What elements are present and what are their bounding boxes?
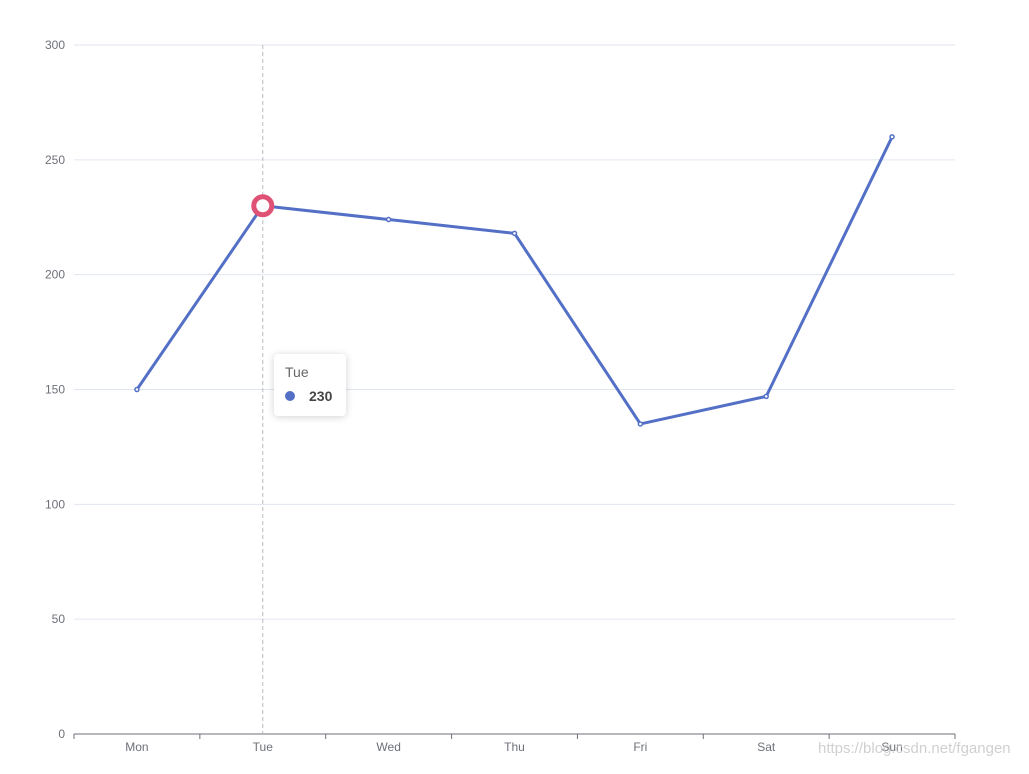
data-point [511,230,518,237]
tooltip: Tue 230 [274,354,346,416]
highlighted-data-point [251,194,275,218]
data-point [637,421,644,427]
x-tick-label: Thu [504,740,525,754]
tooltip-category: Tue [285,364,309,380]
watermark: https://blog.csdn.net/fgangen [818,740,1011,757]
x-tick-label: Sun [881,740,902,754]
tooltip-series-marker [285,391,295,401]
y-tick-label: 250 [45,153,65,167]
y-tick-label: 100 [45,497,65,511]
data-point [385,216,392,223]
x-tick-label: Fri [633,740,647,754]
x-tick-label: Sat [757,740,776,754]
tooltip-row: 230 [285,388,335,404]
y-tick-label: 300 [45,38,65,52]
x-tick-label: Wed [376,740,400,754]
x-tick-label: Mon [125,740,148,754]
y-tick-label: 150 [45,383,65,397]
y-tick-label: 200 [45,268,65,282]
data-point [134,386,140,393]
tooltip-value: 230 [309,388,333,404]
x-tick-label: Tue [253,740,274,754]
data-point [763,393,769,400]
series-line [135,135,894,426]
data-point [889,134,895,140]
y-tick-label: 50 [52,612,66,626]
y-tick-label: 0 [58,727,65,741]
